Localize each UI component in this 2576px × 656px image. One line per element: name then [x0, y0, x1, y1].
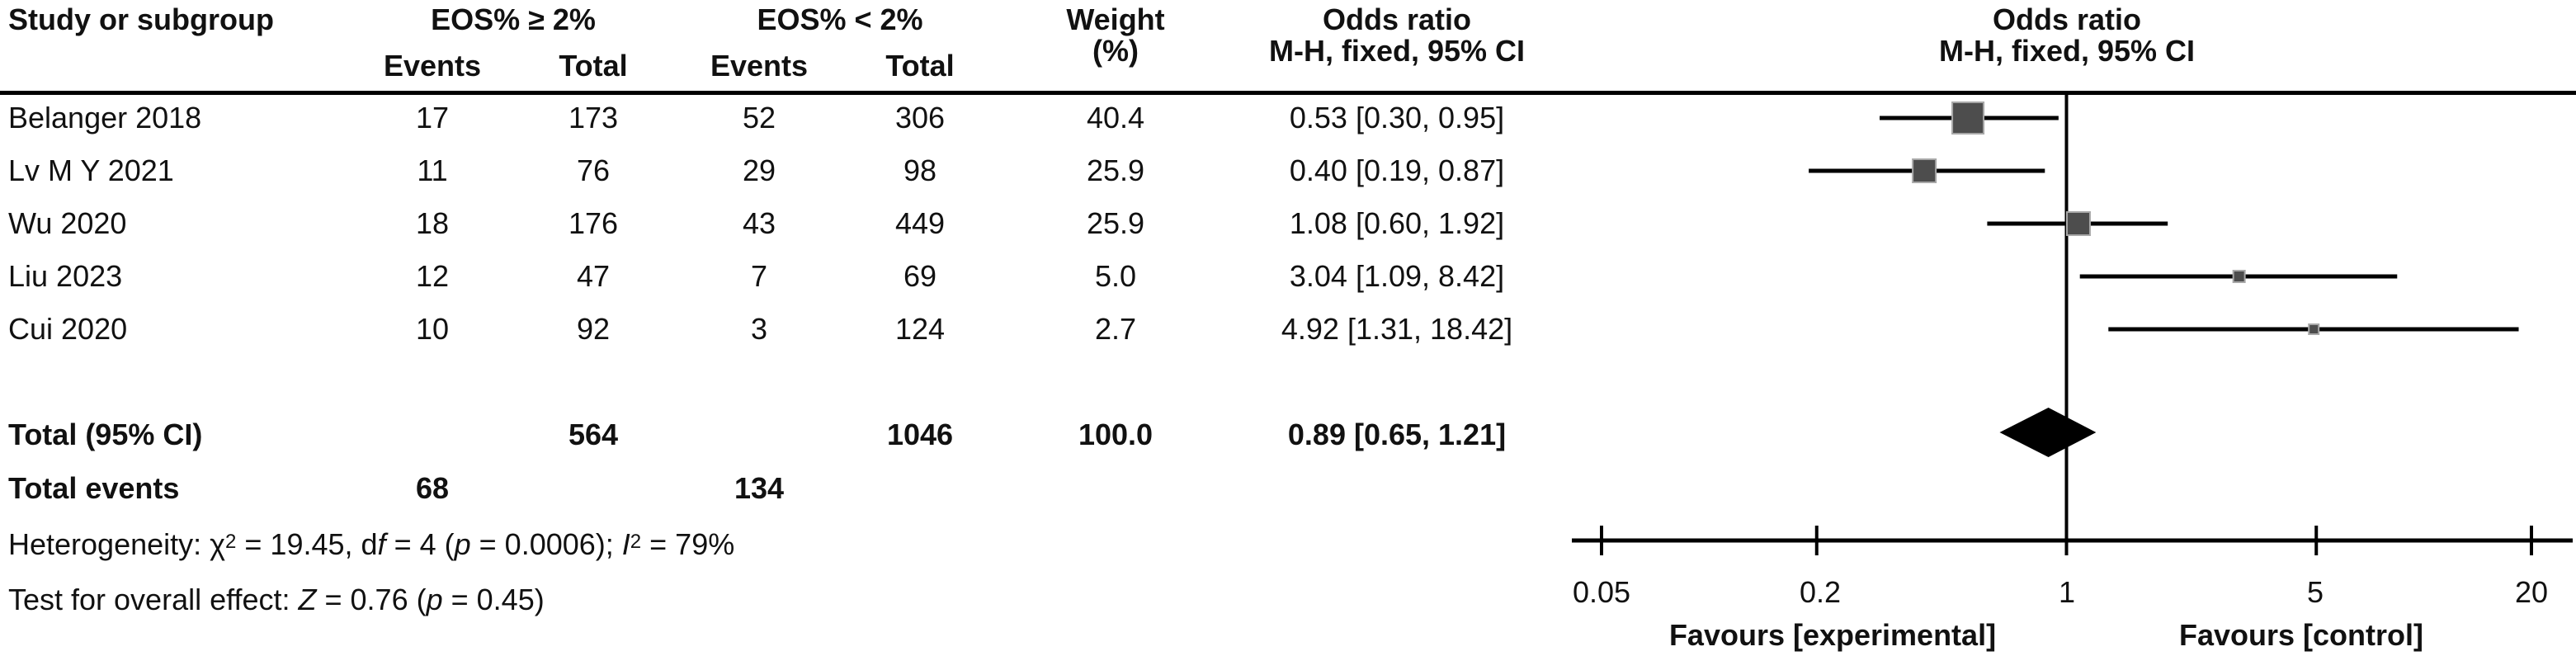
header-group2-label: EOS% < 2%: [757, 2, 923, 36]
total2-value: 306: [894, 101, 946, 135]
total-row-total2: 1046: [886, 418, 954, 451]
weight-value: 25.9: [1086, 153, 1145, 187]
total1-value: 47: [576, 259, 611, 293]
heterogeneity-line: Heterogeneity: χ2 = 19.45, df = 4 (p = 0…: [8, 524, 734, 563]
weight-square-marker: [1951, 101, 1985, 135]
pooled-diamond: [1999, 408, 2097, 457]
overall-effect-text: = 0.45): [442, 583, 545, 616]
events2-value: 3: [750, 312, 768, 346]
events1-value: 10: [415, 312, 450, 346]
total1-value: 76: [576, 153, 611, 187]
total1-value: 92: [576, 312, 611, 346]
favours-control-label: Favours [control]: [2178, 618, 2424, 652]
total-events-group2: 134: [734, 471, 785, 505]
header-weight-line1: Weight: [1066, 2, 1165, 36]
events2-value: 7: [750, 259, 768, 293]
z-italic: Z: [298, 583, 317, 616]
weight-value: 2.7: [1094, 312, 1137, 346]
header-group1-total: Total: [559, 49, 628, 83]
i-squared-italic: I: [621, 527, 630, 561]
plot-header-line2: M-H, fixed, 95% CI: [1938, 34, 2196, 68]
or-ci-value: 0.40 [0.19, 0.87]: [1289, 153, 1505, 187]
study-label: Wu 2020: [8, 206, 127, 240]
p-italic: p: [454, 527, 471, 561]
study-label: Cui 2020: [8, 312, 128, 346]
total-row-or-ci: 0.89 [0.65, 1.21]: [1287, 418, 1507, 451]
header-group1-events: Events: [383, 49, 482, 83]
total2-value: 98: [903, 153, 937, 187]
overall-effect-text: = 0.76 (: [316, 583, 427, 616]
total-events-label: Total events: [8, 471, 180, 505]
total1-value: 173: [568, 101, 619, 135]
events1-value: 17: [415, 101, 450, 135]
header-separator-line: [0, 91, 2576, 95]
or-ci-value: 0.53 [0.30, 0.95]: [1289, 101, 1505, 135]
weight-square-marker: [1912, 158, 1937, 183]
df-italic-f: f: [377, 527, 386, 561]
overall-effect-text: Test for overall effect:: [8, 583, 299, 616]
header-group2-events: Events: [710, 49, 809, 83]
header-study-or-subgroup: Study or subgroup: [8, 2, 274, 36]
study-label: Belanger 2018: [8, 101, 202, 135]
header-group1-label: EOS% ≥ 2%: [431, 2, 596, 36]
total-row-total1: 564: [568, 418, 619, 451]
heterogeneity-text: = 19.45, d: [236, 527, 378, 561]
weight-square-marker: [2232, 270, 2246, 283]
total-events-group1: 68: [415, 471, 450, 505]
axis-tick-label: 20: [2514, 575, 2549, 609]
total2-value: 449: [894, 206, 946, 240]
weight-value: 40.4: [1086, 101, 1145, 135]
heterogeneity-text: = 0.0006);: [470, 527, 622, 561]
events2-value: 43: [742, 206, 776, 240]
total-row-label: Total (95% CI): [8, 418, 203, 451]
heterogeneity-text: = 4 (: [385, 527, 455, 561]
header-group2-total: Total: [885, 49, 955, 83]
axis-tick-label: 1: [2058, 575, 2076, 609]
header-weight-line2: (%): [1092, 34, 1139, 68]
or-ci-value: 1.08 [0.60, 1.92]: [1289, 206, 1505, 240]
events2-value: 29: [742, 153, 776, 187]
overall-effect-line: Test for overall effect: Z = 0.76 (p = 0…: [8, 582, 545, 618]
heterogeneity-text: Heterogeneity: χ: [8, 527, 226, 561]
weight-square-marker: [2065, 211, 2091, 236]
p-italic: p: [426, 583, 443, 616]
study-label: Lv M Y 2021: [8, 153, 174, 187]
i-squared-superscript: 2: [630, 531, 642, 553]
weight-square-marker: [2308, 323, 2320, 335]
events1-value: 12: [415, 259, 450, 293]
header-or-line2: M-H, fixed, 95% CI: [1268, 34, 1526, 68]
or-ci-value: 3.04 [1.09, 8.42]: [1289, 259, 1505, 293]
heterogeneity-text: = 79%: [641, 527, 735, 561]
or-ci-value: 4.92 [1.31, 18.42]: [1281, 312, 1513, 346]
study-label: Liu 2023: [8, 259, 123, 293]
events1-value: 18: [415, 206, 450, 240]
total1-value: 176: [568, 206, 619, 240]
axis-tick-label: 0.05: [1572, 575, 1631, 609]
total-row-weight: 100.0: [1078, 418, 1154, 451]
axis-tick-label: 0.2: [1799, 575, 1842, 609]
plot-header-line1: Odds ratio: [1992, 2, 2142, 36]
header-or-line1: Odds ratio: [1322, 2, 1472, 36]
favours-experimental-label: Favours [experimental]: [1668, 618, 1997, 652]
axis-tick-label: 5: [2306, 575, 2324, 609]
total2-value: 69: [903, 259, 937, 293]
events1-value: 11: [417, 153, 448, 187]
events2-value: 52: [742, 101, 776, 135]
total2-value: 124: [894, 312, 946, 346]
weight-value: 5.0: [1094, 259, 1137, 293]
weight-value: 25.9: [1086, 206, 1145, 240]
chi-squared-superscript: 2: [225, 531, 237, 553]
